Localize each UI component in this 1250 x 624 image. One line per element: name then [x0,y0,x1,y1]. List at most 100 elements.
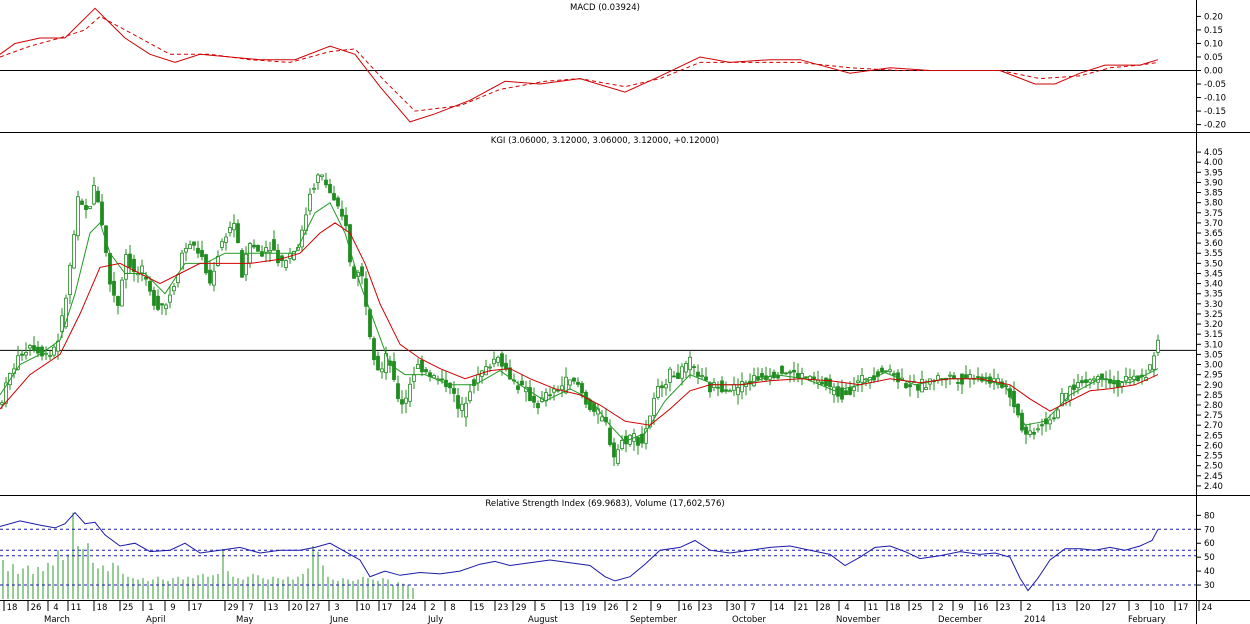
candle-body [144,277,148,280]
candle-body [644,428,648,444]
price-tick-label: 3.30 [1204,300,1223,310]
candle-body [60,315,64,332]
candle-body [1052,417,1056,420]
candle-body [1112,381,1116,385]
candle-body [452,388,456,394]
date-tick-label: 8 [450,603,455,613]
candle-body [904,383,908,388]
candle-body [804,376,808,379]
macd-tick-label: 0.00 [1204,67,1223,77]
candle-body [788,371,792,374]
candle-body [256,244,260,252]
candle-body [720,380,724,393]
date-tick-label: 18 [890,603,901,613]
price-tick-label: 4.00 [1204,158,1223,168]
rsi-tick-label: 80 [1204,511,1215,521]
candle-body [104,225,108,253]
candle-body [68,264,72,295]
candle-body [828,378,832,387]
candle-body [952,375,956,379]
candle-body [668,368,672,383]
date-tick-label: 17 [382,603,393,613]
date-tick-label: 2 [632,603,637,613]
candle-body [360,266,364,277]
candle-body [212,270,216,286]
candle-body [516,385,520,390]
candle-body [700,375,704,377]
candle-body [780,365,784,374]
candle-body [260,251,264,257]
price-title: KGI (3.06000, 3.12000, 3.06000, 3.12000,… [491,136,720,146]
candle-body [332,193,336,201]
candle-body [572,377,576,382]
date-tick-label: 24 [406,603,417,613]
candle-body [824,377,828,387]
moving-average-long [0,222,1159,426]
price-tick-label: 3.25 [1204,310,1223,320]
candle-body [848,387,852,395]
candle-body [44,352,48,355]
candle-body [844,390,848,396]
candle-body [168,294,172,303]
date-tick-label: 3 [1134,603,1139,613]
rsi-panel: 80 70 60 50 40 30 [0,511,1215,599]
candle-body [100,201,104,226]
price-tick-label: 4.05 [1204,148,1223,158]
candle-body [1076,382,1080,389]
price-tick-label: 2.70 [1204,421,1223,431]
candle-body [460,403,464,411]
candle-body [660,385,664,389]
candle-body [420,359,424,373]
candle-body [276,249,280,264]
date-axis: 18 26 4 11 18 25 1 9 17 29 7 13 20 27 3 10 17 24 2 8 15 23 29 5… [3,601,1212,624]
price-tick-label: 3.85 [1204,189,1223,199]
price-tick-label: 2.95 [1204,371,1223,381]
date-tick-label: 25 [123,603,134,613]
date-tick-label: 9 [958,603,963,613]
candle-body [1124,376,1128,382]
candle-body [468,391,472,402]
rsi-tick-label: 60 [1204,539,1215,549]
candle-body [92,184,96,205]
candle-body [792,369,796,373]
candle-body [336,197,340,207]
candle-body [776,374,780,379]
candle-body [716,386,720,389]
candle-body [528,387,532,402]
macd-tick-label: 0.20 [1204,12,1223,22]
candle-body [4,382,8,404]
price-tick-label: 3.60 [1204,239,1223,249]
candle-body [556,389,560,392]
candle-body [760,373,764,378]
date-tick-label: 2 [1026,603,1031,613]
candle-body [1024,426,1028,435]
candle-body [380,368,384,373]
month-label: April [146,615,165,624]
date-tick-label: 25 [912,603,923,613]
candle-body [32,345,36,351]
candle-body [736,387,740,396]
candle-body [1068,386,1072,401]
date-tick-label: 18 [97,603,108,613]
candle-body [28,345,32,349]
candle-body [1028,430,1032,435]
date-tick-label: 4 [844,603,849,613]
candle-body [456,395,460,409]
candle-body [784,372,788,375]
candle-body [416,364,420,370]
price-panel: 4.054.003.953.903.853.803.753.703.653.60… [0,148,1223,492]
candle-body [840,387,844,400]
macd-tick-label: 0.05 [1204,53,1223,63]
price-tick-label: 3.00 [1204,361,1223,371]
price-tick-label: 2.65 [1204,431,1223,441]
candle-body [308,193,312,212]
price-tick-label: 3.20 [1204,320,1223,330]
price-tick-label: 2.55 [1204,452,1223,462]
price-tick-label: 2.80 [1204,401,1223,411]
candle-body [916,384,920,391]
candle-body [472,379,476,386]
candle-body [756,376,760,380]
price-tick-label: 3.10 [1204,340,1223,350]
candle-body [488,366,492,369]
candle-body [856,380,860,383]
